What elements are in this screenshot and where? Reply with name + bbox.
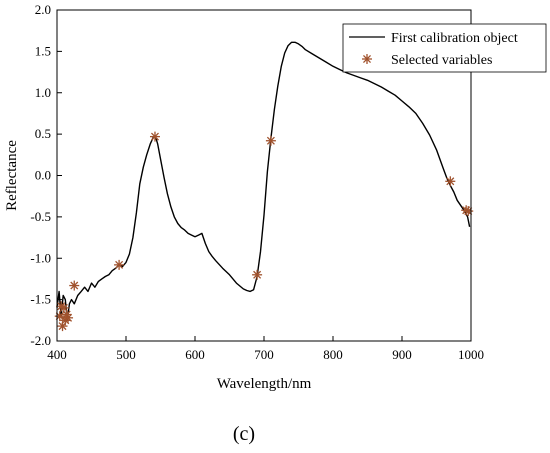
x-axis-label: Wavelength/nm bbox=[217, 376, 312, 392]
series-line-first-calibration-object bbox=[56, 41, 471, 321]
panel-label: (c) bbox=[233, 423, 255, 445]
x-tick-label: 500 bbox=[116, 347, 136, 362]
legend-marker-swatch bbox=[362, 54, 372, 64]
x-axis-ticks: 400 500 600 700 800 900 1000 bbox=[47, 336, 484, 362]
selected-variable-marker bbox=[114, 259, 125, 270]
y-tick-label: -1.5 bbox=[30, 292, 51, 307]
panel-label-text: (c) bbox=[233, 423, 255, 445]
selected-variable-marker bbox=[63, 312, 74, 323]
x-tick-label: 600 bbox=[185, 347, 205, 362]
selected-variable-marker bbox=[445, 176, 456, 187]
x-tick-label: 700 bbox=[254, 347, 274, 362]
selected-variable-marker bbox=[149, 131, 160, 142]
selected-variable-marker bbox=[252, 269, 263, 280]
legend-label-series-1: First calibration object bbox=[391, 31, 518, 46]
y-axis-ticks: -2.0 -1.5 -1.0 -0.5 0.0 0.5 1.0 1.5 2.0 bbox=[30, 2, 62, 348]
legend-label-series-2: Selected variables bbox=[391, 53, 492, 68]
x-tick-label: 1000 bbox=[458, 347, 484, 362]
plot-frame bbox=[56, 9, 472, 342]
selected-variable-marker bbox=[265, 135, 276, 146]
selected-variable-marker bbox=[463, 206, 474, 217]
y-axis-label: Reflectance bbox=[4, 140, 20, 211]
y-tick-label: -0.5 bbox=[30, 209, 51, 224]
x-tick-label: 900 bbox=[392, 347, 412, 362]
x-tick-label: 800 bbox=[323, 347, 343, 362]
y-tick-label: 1.5 bbox=[35, 43, 51, 58]
legend-box bbox=[342, 23, 547, 73]
y-tick-label: 0.5 bbox=[35, 126, 51, 141]
y-tick-label: -1.0 bbox=[30, 250, 51, 265]
selected-variable-marker bbox=[362, 54, 372, 64]
x-tick-label: 400 bbox=[47, 347, 67, 362]
marker-layer bbox=[54, 131, 474, 332]
selected-variable-marker bbox=[69, 280, 80, 291]
y-tick-label: 2.0 bbox=[35, 2, 51, 17]
y-tick-label: 0.0 bbox=[35, 168, 51, 183]
y-tick-label: 1.0 bbox=[35, 85, 51, 100]
plot-area bbox=[56, 41, 471, 321]
legend: First calibration object Selected variab… bbox=[342, 23, 547, 73]
y-tick-label: -2.0 bbox=[30, 333, 51, 348]
